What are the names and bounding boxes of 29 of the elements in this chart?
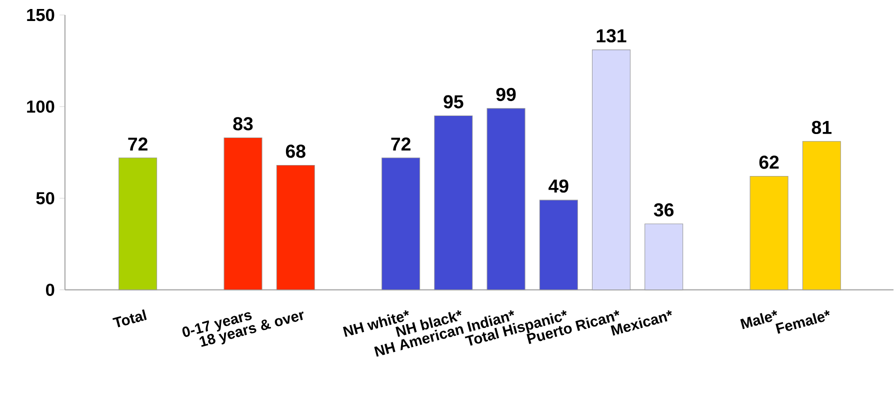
bar (644, 224, 684, 290)
bar (750, 176, 788, 290)
data-label: 99 (496, 88, 516, 102)
x-tick-label: Total (112, 310, 147, 328)
data-label: 72 (128, 138, 148, 151)
bar (592, 50, 630, 290)
bar (802, 141, 841, 290)
bar (224, 138, 262, 290)
y-tick-label: 50 (36, 192, 54, 204)
data-label: 72 (391, 138, 410, 151)
bar (118, 158, 158, 290)
data-label: 36 (654, 203, 674, 217)
data-label: 68 (286, 144, 306, 158)
bar (434, 116, 473, 290)
x-tick-label: Female* (776, 310, 830, 334)
y-tick-label: 0 (46, 284, 54, 296)
data-label: 49 (548, 180, 568, 193)
data-label: 62 (759, 156, 779, 169)
bar (382, 158, 420, 290)
bar (276, 165, 315, 290)
bar (539, 200, 578, 290)
bar (486, 108, 526, 290)
x-tick-label: Male* (740, 310, 778, 330)
y-tick-label: 100 (27, 100, 54, 113)
data-label: 83 (233, 117, 253, 130)
data-label: 95 (444, 95, 464, 109)
y-tick-label: 150 (27, 8, 54, 22)
data-label: 81 (812, 120, 832, 134)
data-label: 131 (596, 29, 626, 43)
